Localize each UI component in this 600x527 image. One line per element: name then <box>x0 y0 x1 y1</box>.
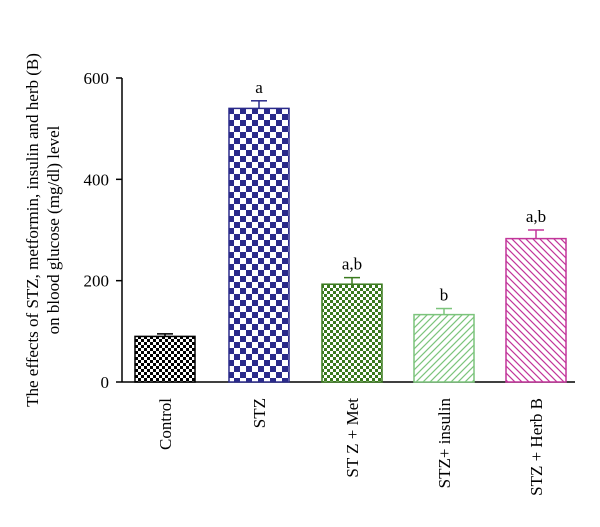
x-tick-label: ST Z + Met <box>343 398 362 478</box>
y-tick-label: 400 <box>84 170 110 189</box>
bars <box>134 107 567 383</box>
bar <box>413 313 475 383</box>
y-tick-label: 0 <box>101 373 110 392</box>
significance-label: a <box>255 78 263 97</box>
bar <box>228 107 290 383</box>
significance-label: a,b <box>342 255 362 274</box>
y-ticks: 0 200 400 600 <box>84 69 122 392</box>
significance-label: a,b <box>526 207 546 226</box>
error-bars <box>157 100 544 337</box>
y-axis-label-line2: on blood glucose (mg/dl) level <box>44 125 63 334</box>
y-tick-label: 200 <box>84 272 110 291</box>
x-tick-label: STZ+ insulin <box>435 398 454 489</box>
x-tick-label: STZ <box>250 398 269 428</box>
x-tick-label: Control <box>156 398 175 450</box>
y-axis-label: The effects of STZ, metformin, insulin a… <box>23 53 63 407</box>
bar <box>134 335 196 383</box>
significance-label: b <box>440 286 449 305</box>
x-tick-label: STZ + Herb B <box>527 398 546 496</box>
bar <box>505 237 567 383</box>
bar <box>321 283 383 383</box>
significance-labels: a a,b b a,b <box>255 78 546 305</box>
y-axis-label-line1: The effects of STZ, metformin, insulin a… <box>23 53 42 407</box>
y-tick-label: 600 <box>84 69 110 88</box>
x-tick-labels: Control STZ ST Z + Met STZ+ insulin STZ + He… <box>156 398 546 496</box>
